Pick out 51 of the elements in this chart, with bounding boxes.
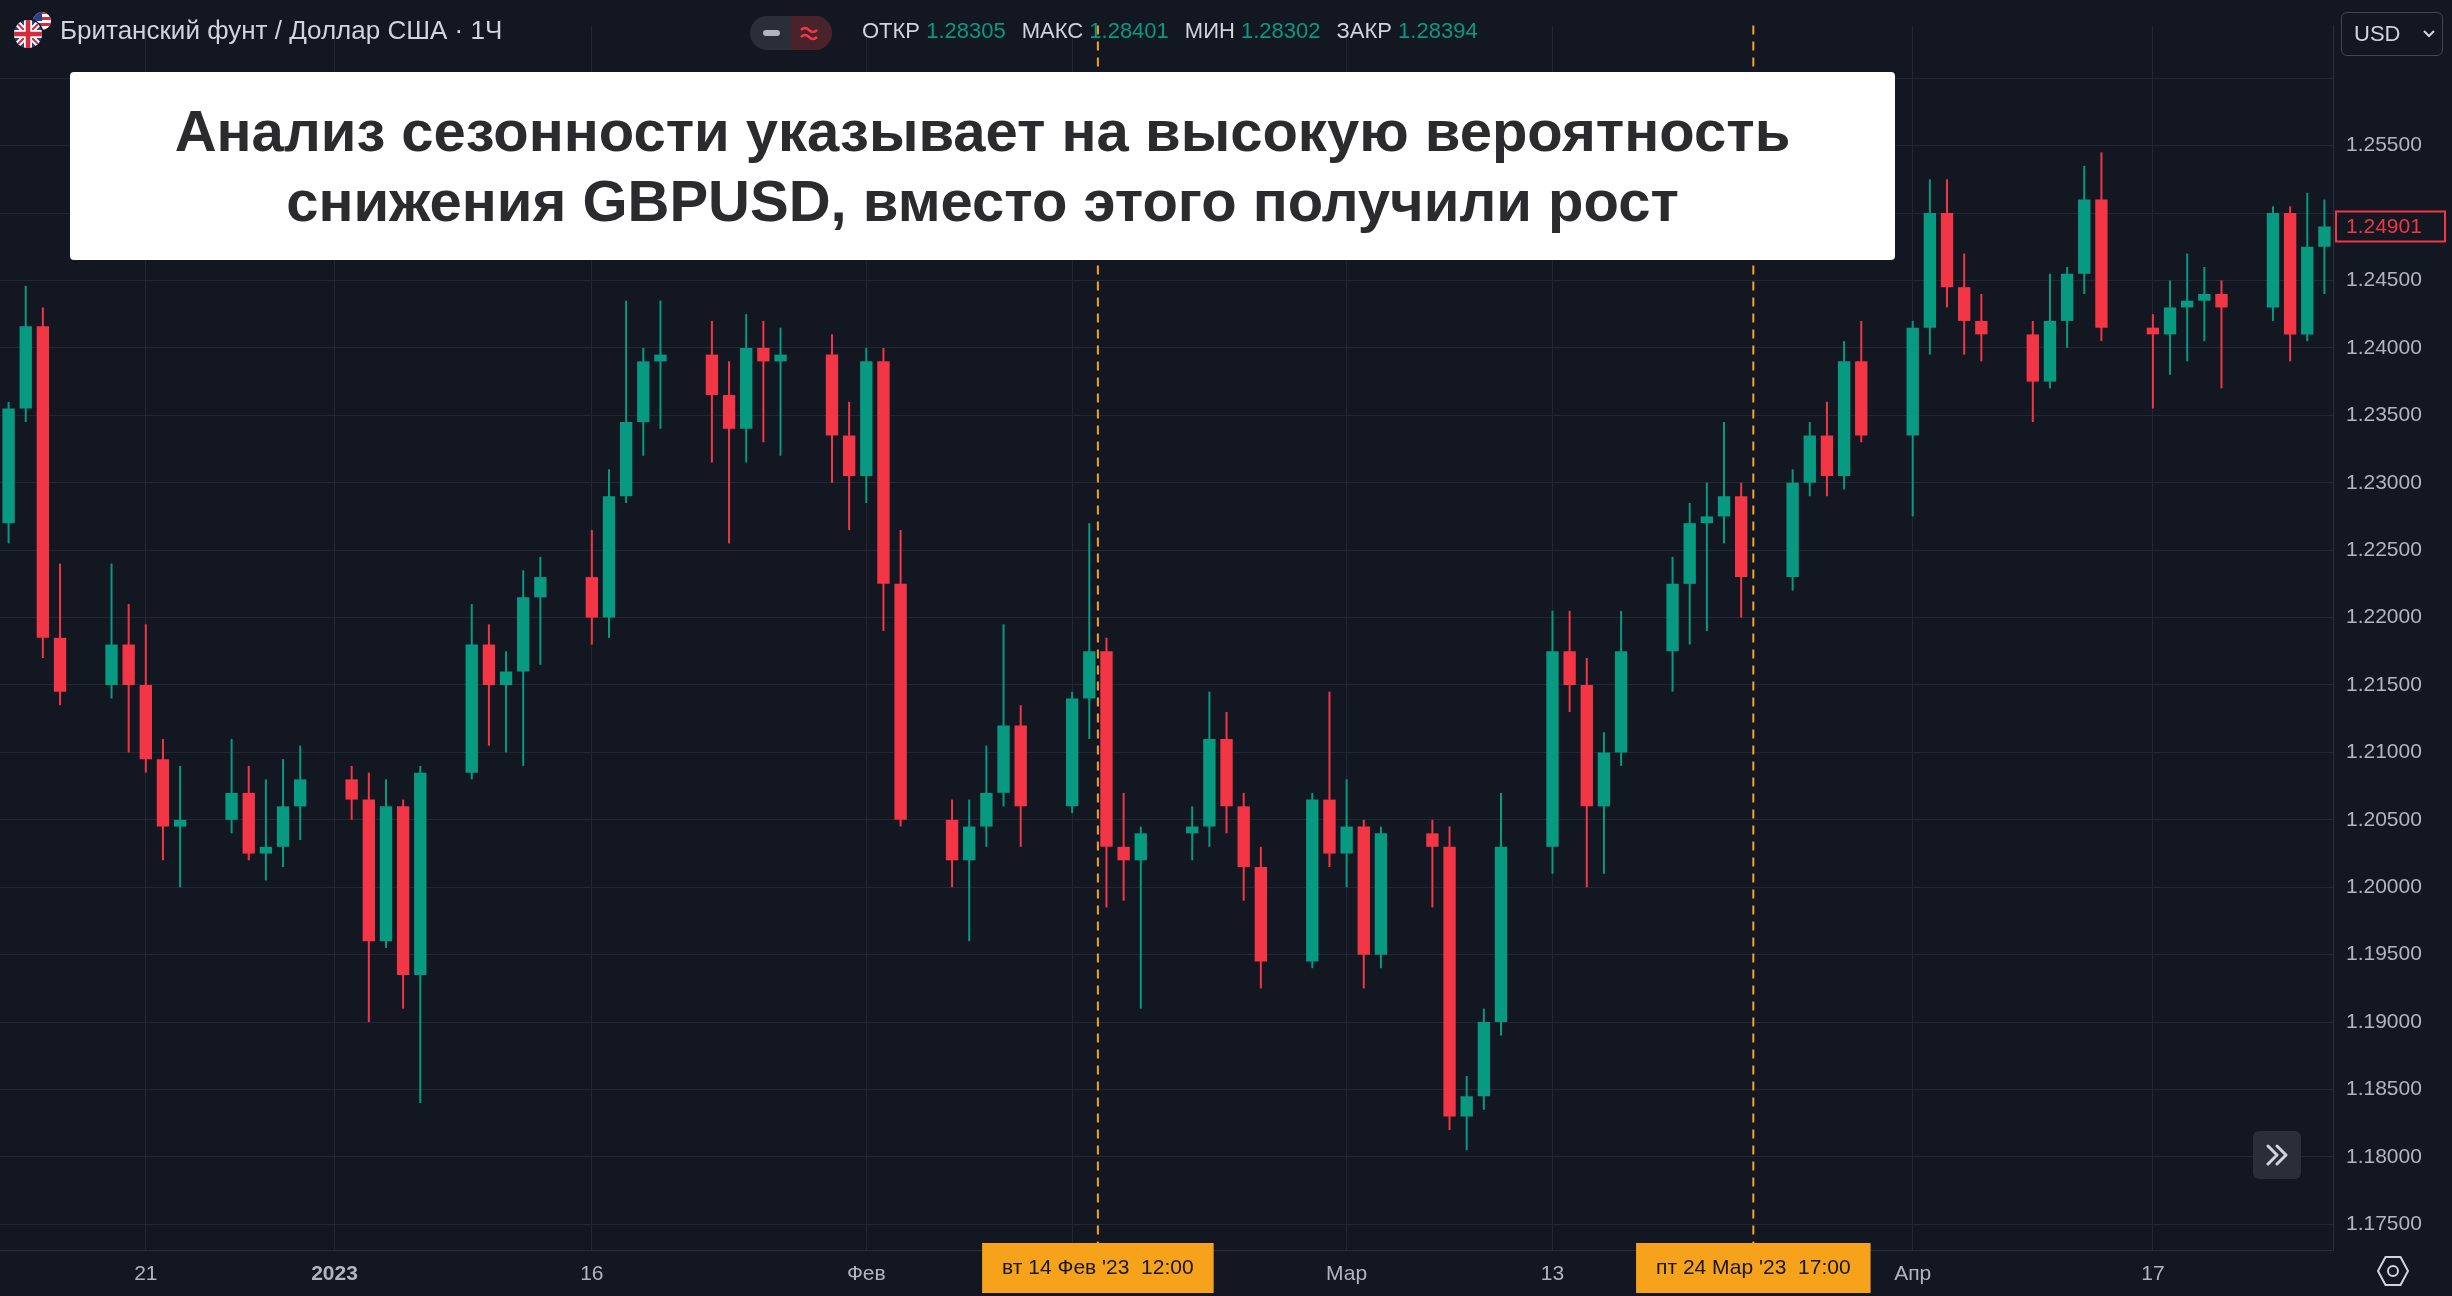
annotation: МИН 1.28302 (1184, 18, 1321, 43)
y-tick-label: 1.20500 (2346, 806, 2422, 830)
x-tick-label: 21 (134, 1261, 158, 1285)
y-tick-label: 1.18000 (2346, 1143, 2422, 1167)
candlestick (345, 764, 358, 821)
y-tick-label: 1.22000 (2346, 604, 2422, 628)
y-tick-label: 1.25500 (2346, 132, 2422, 156)
candlestick (259, 778, 273, 882)
x-tick-label: 17 (2141, 1261, 2165, 1285)
y-tick-label: 1.24000 (2346, 334, 2422, 358)
chart-subtitle: Британский фунт / Доллар США · 1Ч (60, 14, 503, 47)
text: Анализ сезонности указывает на высокую вероятность снижения GBPUSD, вместо этого получили рост (173, 97, 1792, 235)
candlestick (1117, 791, 1130, 902)
y-tick-label: 1.19500 (2346, 941, 2422, 965)
candlestick (757, 319, 770, 444)
text: 1.24901 (2346, 214, 2422, 238)
y-tick-label: 1.21500 (2346, 671, 2422, 695)
candlestick (1700, 481, 1714, 633)
annotation: ЗАКР 1.28394 (1336, 18, 1478, 43)
candlestick (499, 650, 513, 754)
annotation: МАКС 1.28401 (1021, 18, 1169, 43)
candlestick (1460, 1075, 1473, 1152)
ref-line-label: пт 24 Мар '23 17:00 (1656, 1254, 1851, 1278)
x-tick-label: Фев (846, 1261, 886, 1285)
annotation: ОТКР 1.28305 (862, 18, 1006, 43)
candlestick (534, 555, 547, 666)
y-tick-label: 1.23000 (2346, 469, 2422, 493)
x-tick-label: Мар (1326, 1261, 1368, 1285)
y-tick-label: 1.20000 (2346, 874, 2422, 898)
candlestick (774, 326, 787, 457)
y-tick-label: 1.18500 (2346, 1076, 2422, 1100)
candlestick (1975, 292, 1988, 363)
ref-line-label: вт 14 Фев '23 12:00 (1002, 1254, 1194, 1278)
x-tick-label: 16 (580, 1261, 604, 1285)
y-tick-label: 1.23500 (2346, 402, 2422, 426)
x-tick-label: Апр (1894, 1261, 1932, 1285)
candlestick (2318, 198, 2331, 295)
candlestick (1426, 818, 1439, 909)
candlestick (654, 299, 667, 430)
currency-button: USD (2341, 12, 2443, 56)
candlestick (1717, 421, 1731, 545)
y-tick-label: 1.24500 (2346, 267, 2422, 291)
y-tick-label: 1.17500 (2346, 1211, 2422, 1235)
x-tick-label: 2023 (311, 1261, 358, 1285)
candlestick (2198, 265, 2211, 343)
y-tick-label: 1.22500 (2346, 536, 2422, 560)
x-tick-label: 13 (1540, 1261, 1565, 1285)
candlestick (173, 764, 187, 889)
y-tick-label: 1.19000 (2346, 1008, 2422, 1032)
y-tick-label: 1.21000 (2346, 739, 2422, 763)
candlestick (2215, 279, 2228, 390)
